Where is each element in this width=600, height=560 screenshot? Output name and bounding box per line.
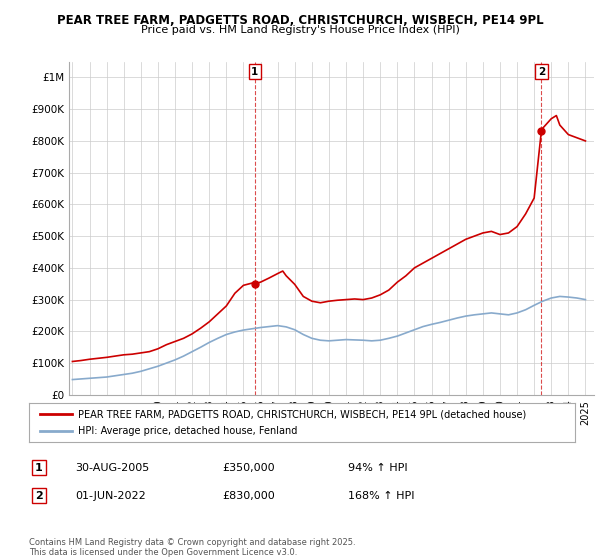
Text: 2: 2 (35, 491, 43, 501)
Text: PEAR TREE FARM, PADGETTS ROAD, CHRISTCHURCH, WISBECH, PE14 9PL (detached house): PEAR TREE FARM, PADGETTS ROAD, CHRISTCHU… (78, 409, 526, 419)
Text: PEAR TREE FARM, PADGETTS ROAD, CHRISTCHURCH, WISBECH, PE14 9PL: PEAR TREE FARM, PADGETTS ROAD, CHRISTCHU… (56, 14, 544, 27)
Text: 30-AUG-2005: 30-AUG-2005 (75, 463, 149, 473)
Text: Contains HM Land Registry data © Crown copyright and database right 2025.
This d: Contains HM Land Registry data © Crown c… (29, 538, 355, 557)
Text: £830,000: £830,000 (222, 491, 275, 501)
Text: 94% ↑ HPI: 94% ↑ HPI (348, 463, 407, 473)
Text: 168% ↑ HPI: 168% ↑ HPI (348, 491, 415, 501)
Text: £350,000: £350,000 (222, 463, 275, 473)
Text: Price paid vs. HM Land Registry's House Price Index (HPI): Price paid vs. HM Land Registry's House … (140, 25, 460, 35)
Text: 1: 1 (251, 67, 259, 77)
Text: 01-JUN-2022: 01-JUN-2022 (75, 491, 146, 501)
Text: 2: 2 (538, 67, 545, 77)
Text: 1: 1 (35, 463, 43, 473)
Text: HPI: Average price, detached house, Fenland: HPI: Average price, detached house, Fenl… (78, 426, 298, 436)
